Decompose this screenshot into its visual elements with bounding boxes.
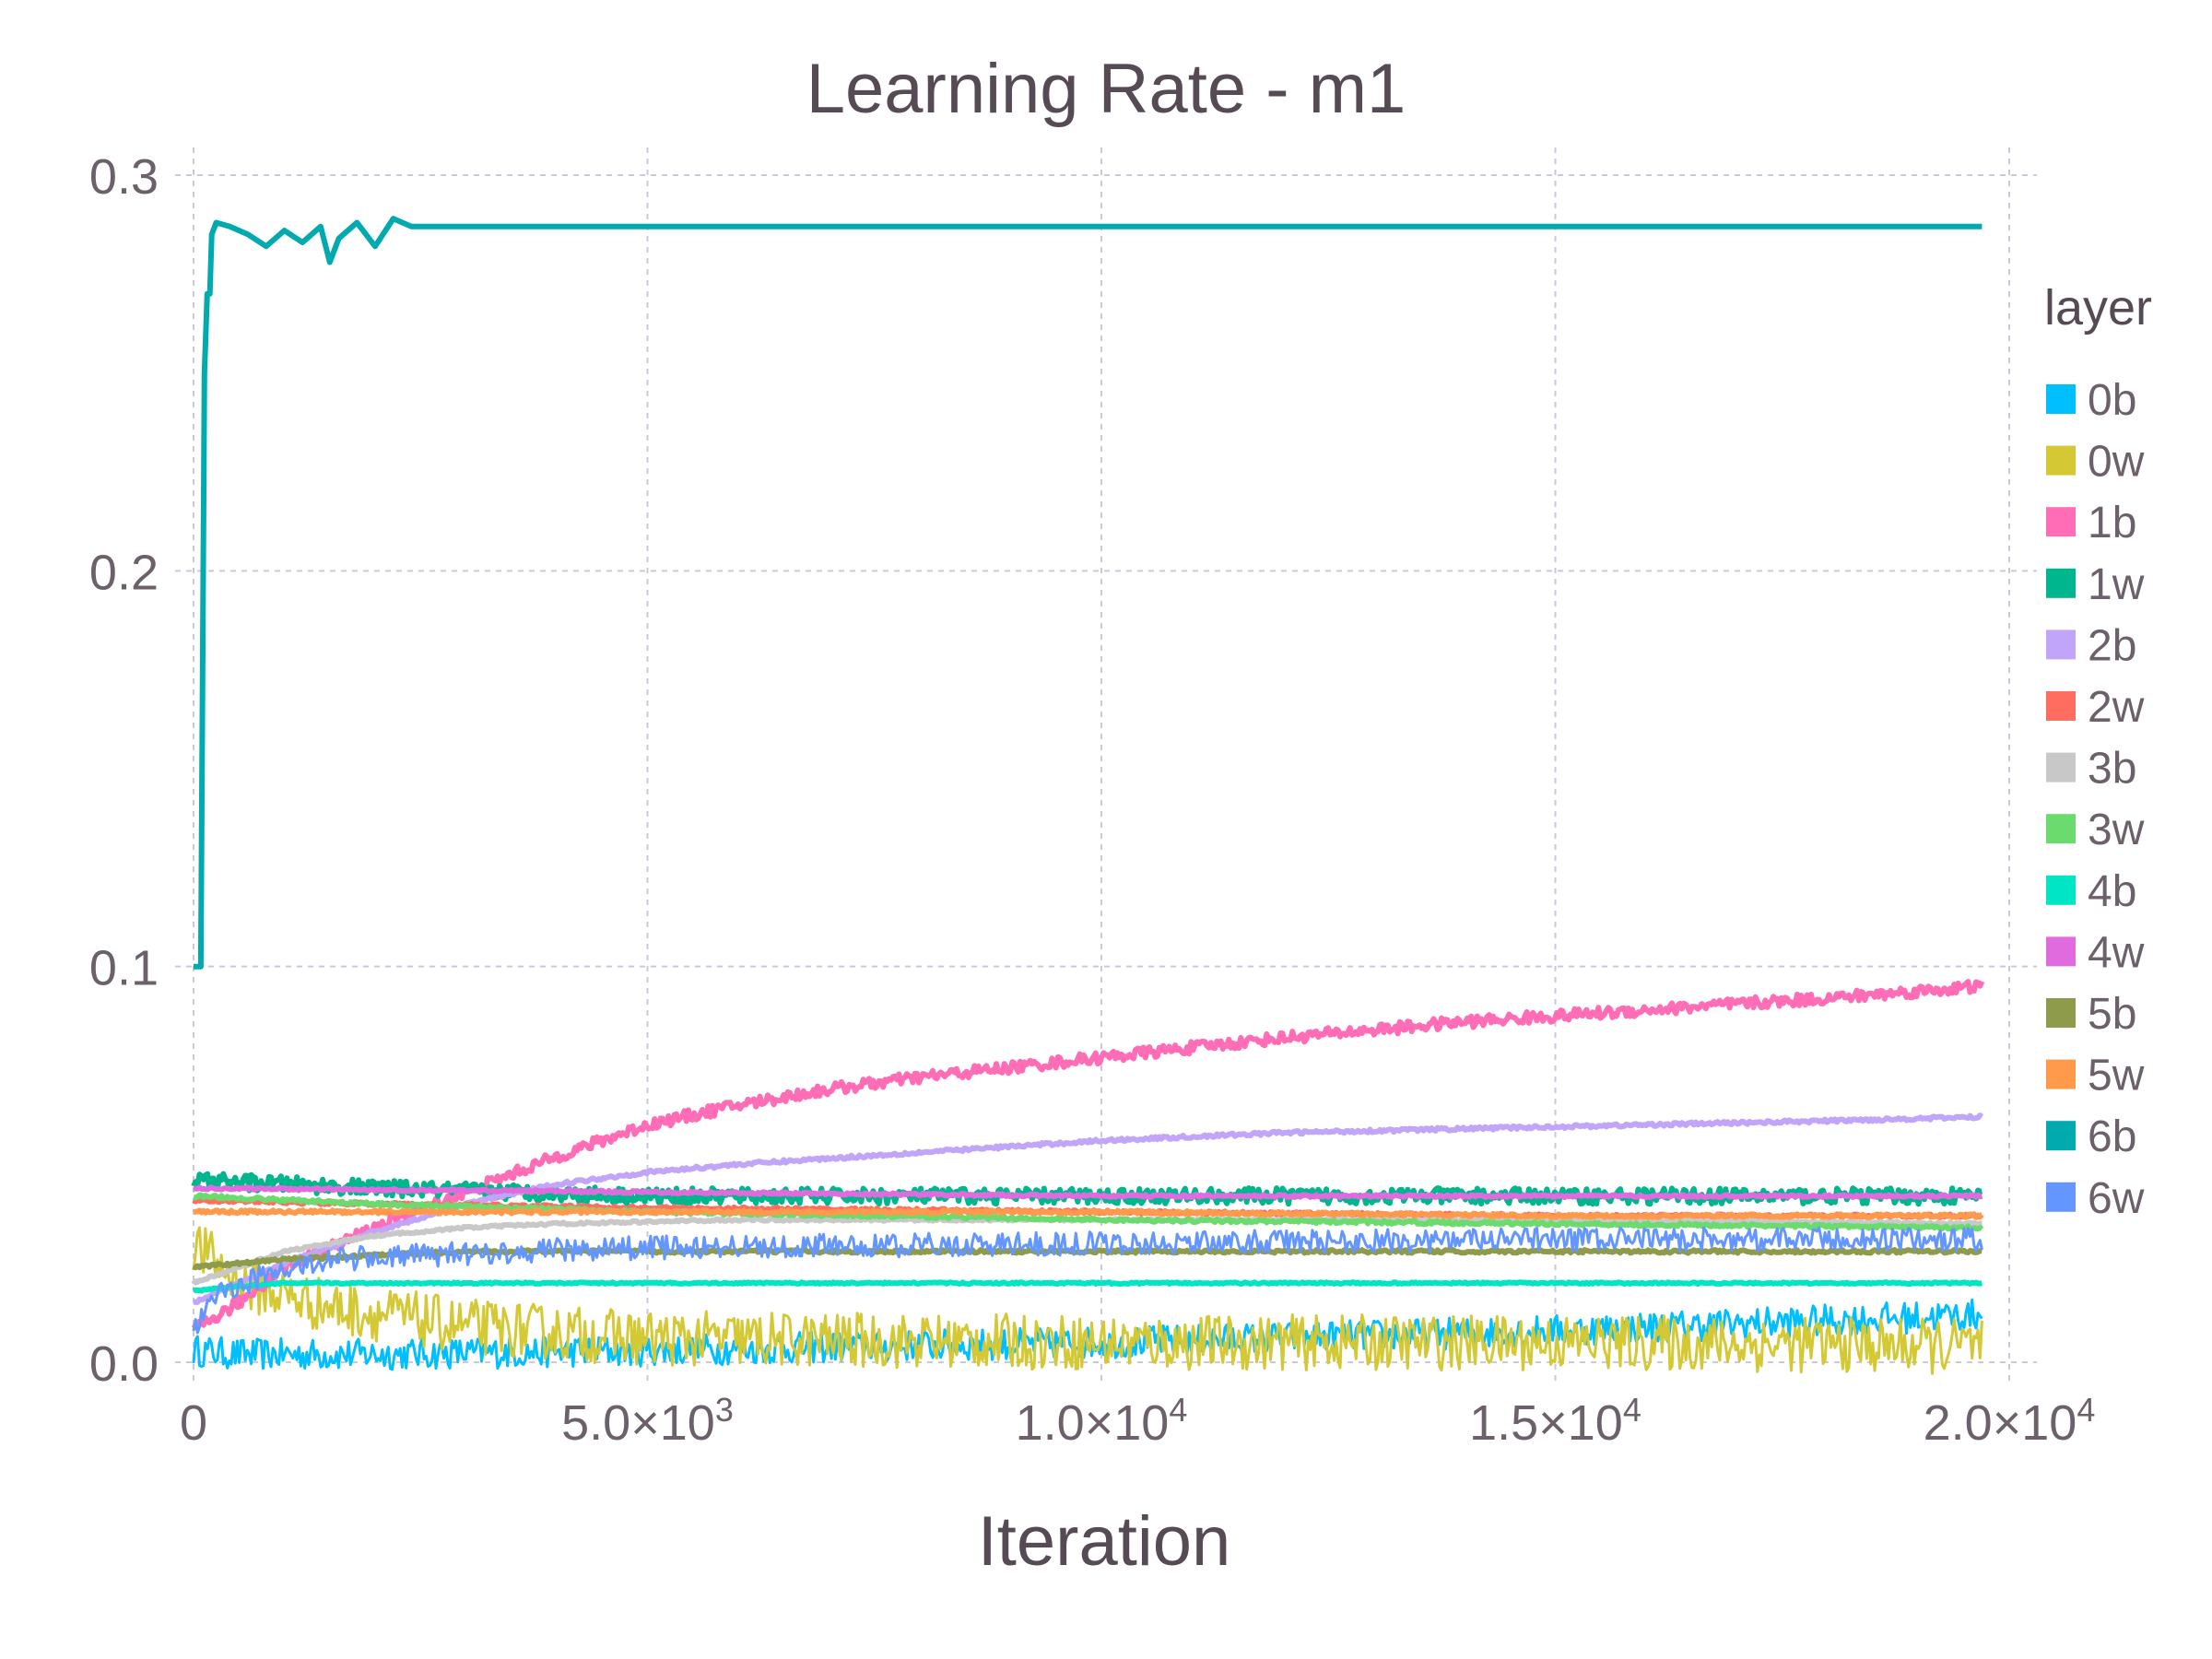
series-line-5b xyxy=(192,1247,1983,1271)
legend-title: layer xyxy=(2044,280,2152,335)
x-tick-label: 0 xyxy=(180,1395,207,1451)
series-line-6b xyxy=(194,216,1983,970)
series-line-2b xyxy=(193,1112,1984,1305)
y-tick-label: 0.0 xyxy=(89,1336,159,1392)
legend-swatch xyxy=(2046,1121,2076,1151)
legend-swatch xyxy=(2046,1059,2076,1089)
series-lines xyxy=(191,216,1985,1375)
legend-swatch xyxy=(2046,998,2076,1028)
y-tick-label: 0.1 xyxy=(89,941,159,996)
legend-label: 3w xyxy=(2088,806,2145,854)
series-line-0w xyxy=(192,1226,1983,1375)
x-tick-label: 1.5×104 xyxy=(1469,1391,1641,1451)
legend-label: 1w xyxy=(2088,560,2145,609)
series-line-5w xyxy=(193,1207,1984,1220)
legend-label: 5b xyxy=(2088,990,2136,1039)
series-line-1w xyxy=(191,1171,1983,1207)
x-axis-label: Iteration xyxy=(978,1502,1231,1581)
legend-swatch xyxy=(2046,691,2076,721)
series-line-0b xyxy=(192,1298,1983,1371)
legend-label: 0b xyxy=(2088,376,2136,425)
y-tick-label: 0.2 xyxy=(89,545,159,600)
legend-swatch xyxy=(2046,384,2076,414)
legend-label: 2w xyxy=(2088,683,2145,732)
legend-swatch xyxy=(2046,445,2076,476)
series-line-6w xyxy=(192,1226,1983,1335)
y-tick-label: 0.3 xyxy=(89,149,159,205)
series-line-1b xyxy=(191,979,1985,1331)
legend-label: 6w xyxy=(2088,1174,2145,1223)
legend-label: 2b xyxy=(2088,621,2136,670)
legend-swatch xyxy=(2046,752,2076,782)
series-line-3w xyxy=(193,1192,1984,1232)
series-line-4w xyxy=(193,1184,1983,1200)
legend-swatch xyxy=(2046,1182,2076,1212)
legend-label: 5w xyxy=(2088,1052,2145,1100)
x-tick-label: 1.0×104 xyxy=(1016,1391,1188,1451)
x-tick-label: 5.0×103 xyxy=(561,1391,734,1451)
legend-swatch xyxy=(2046,814,2076,844)
legend-swatch xyxy=(2046,629,2076,660)
x-tick-label: 2.0×104 xyxy=(1924,1391,2096,1451)
legend-swatch xyxy=(2046,936,2076,967)
chart-title: Learning Rate - m1 xyxy=(806,50,1406,128)
legend: layer 0b 0w 1b 1w 2b 2w 3b 3w 4b 4w 5b 5w 6b 6w xyxy=(2044,280,2152,1223)
legend-swatch xyxy=(2046,568,2076,598)
legend-label: 6b xyxy=(2088,1112,2136,1161)
legend-label: 4w xyxy=(2088,928,2145,977)
legend-label: 4b xyxy=(2088,867,2136,916)
legend-label: 1b xyxy=(2088,499,2136,547)
legend-swatch xyxy=(2046,875,2076,905)
legend-label: 3b xyxy=(2088,745,2136,794)
y-axis-ticks: 0.0 0.1 0.2 0.3 xyxy=(89,149,159,1392)
x-axis-ticks: 0 5.0×103 1.0×104 1.5×104 2.0×104 xyxy=(180,1391,2095,1451)
series-line-4b xyxy=(192,1279,1983,1294)
legend-swatch xyxy=(2046,507,2076,537)
legend-label: 0w xyxy=(2088,438,2145,487)
